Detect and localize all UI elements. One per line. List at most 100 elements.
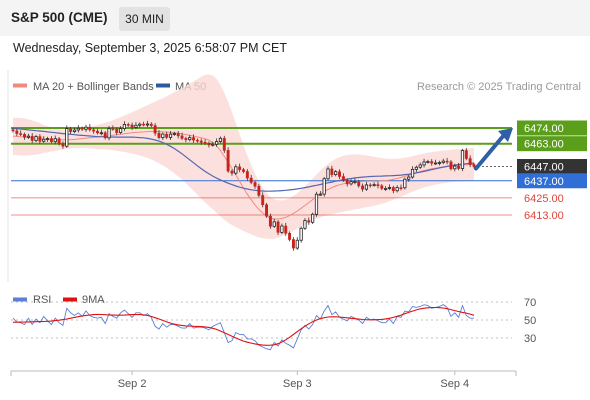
candle-down <box>330 168 334 175</box>
candle-down <box>157 132 161 138</box>
candle-down <box>80 128 84 130</box>
candle-down <box>38 136 42 142</box>
candle-up <box>426 161 430 163</box>
candle-down <box>265 204 269 217</box>
legend-swatch-9ma <box>63 297 77 302</box>
candle-up <box>372 184 376 187</box>
candle-down <box>226 150 230 172</box>
candle-down <box>288 233 292 240</box>
interval-tab[interactable]: 30 MIN <box>119 7 170 31</box>
candle-down <box>130 124 134 128</box>
level-tag-0 <box>517 120 587 136</box>
x-tick-label: Sep 3 <box>283 378 312 390</box>
candle-down <box>449 161 453 170</box>
candle-down <box>207 143 211 146</box>
candle-up <box>72 129 77 132</box>
candle-down <box>276 221 280 233</box>
candle-up <box>441 160 445 163</box>
candle-down <box>195 139 199 142</box>
candle-down <box>261 195 265 205</box>
legend-label-rsi: RSI <box>33 294 51 306</box>
candle-down <box>142 123 146 126</box>
candle-up <box>414 166 418 170</box>
candle-down <box>176 133 180 137</box>
candle-up <box>395 187 399 192</box>
candle-down <box>457 165 461 169</box>
candle-up <box>134 124 138 128</box>
level-tag-1 <box>517 136 587 152</box>
candle-down <box>357 181 361 187</box>
candle-down <box>149 123 153 126</box>
candle-down <box>61 143 65 147</box>
candle-up <box>353 181 357 184</box>
candle-down <box>230 170 234 174</box>
candle-down <box>15 130 19 134</box>
forecast-arrow <box>474 133 506 171</box>
candle-down <box>238 166 242 170</box>
candle-down <box>430 161 434 164</box>
candle-down <box>19 133 23 135</box>
candle-up <box>168 133 173 138</box>
candle-up <box>42 138 46 142</box>
candle-down <box>399 187 403 189</box>
candle-down <box>284 225 288 234</box>
bollinger-band <box>13 74 474 240</box>
level-label-1: 6463.00 <box>524 139 564 151</box>
candle-down <box>115 128 119 133</box>
candle-down <box>338 171 341 177</box>
candle-down <box>345 179 349 185</box>
rsi-tick-label: 50 <box>524 315 536 327</box>
candle-up <box>326 168 330 180</box>
candle-down <box>249 177 253 183</box>
candle-down <box>245 171 249 179</box>
candle-up <box>322 178 326 195</box>
candle-up <box>172 133 176 135</box>
candle-up <box>418 164 422 168</box>
candle-down <box>203 142 207 144</box>
candles <box>11 120 476 251</box>
candle-down <box>23 134 26 138</box>
candle-up <box>161 133 165 138</box>
candle-up <box>188 137 192 141</box>
candle-down <box>257 185 261 196</box>
candle-up <box>138 123 142 126</box>
level-label-0: 6474.00 <box>524 123 564 135</box>
instrument-title: S&P 500 (CME) <box>11 10 108 25</box>
candle-up <box>234 166 238 174</box>
candle-up <box>299 227 303 241</box>
candle-down <box>380 185 384 189</box>
candle-up <box>145 123 150 126</box>
rsi-9ma-line <box>12 306 475 346</box>
candle-up <box>437 162 442 164</box>
candle-down <box>341 176 345 181</box>
candle-up <box>311 213 315 223</box>
level-label-5: 6413.00 <box>524 210 564 222</box>
candle-down <box>103 132 107 139</box>
candle-down <box>445 160 449 163</box>
candle-up <box>364 184 369 190</box>
candle-down <box>180 135 184 139</box>
x-tick-label: Sep 4 <box>440 378 469 390</box>
candle-up <box>384 188 388 190</box>
legend-swatch-rsi <box>13 297 27 302</box>
candle-up <box>107 128 111 139</box>
ma50-line <box>12 127 475 192</box>
legend-swatch-ma20 <box>13 83 27 88</box>
candle-down <box>57 138 61 145</box>
level-label-3: 6437.00 <box>524 176 564 188</box>
candle-down <box>11 129 15 132</box>
candle-down <box>376 184 380 187</box>
candle-down <box>69 128 73 132</box>
candle-down <box>222 138 226 151</box>
candle-up <box>314 193 319 215</box>
candle-up <box>118 128 123 133</box>
candle-down <box>96 130 99 134</box>
candle-down <box>88 126 92 131</box>
candle-down <box>199 140 203 143</box>
header-bar: S&P 500 (CME) 30 MIN <box>0 0 590 36</box>
candle-down <box>49 138 53 142</box>
candle-down <box>391 187 395 192</box>
candle-down <box>368 184 372 187</box>
candle-down <box>464 150 468 159</box>
candle-up <box>272 221 276 227</box>
